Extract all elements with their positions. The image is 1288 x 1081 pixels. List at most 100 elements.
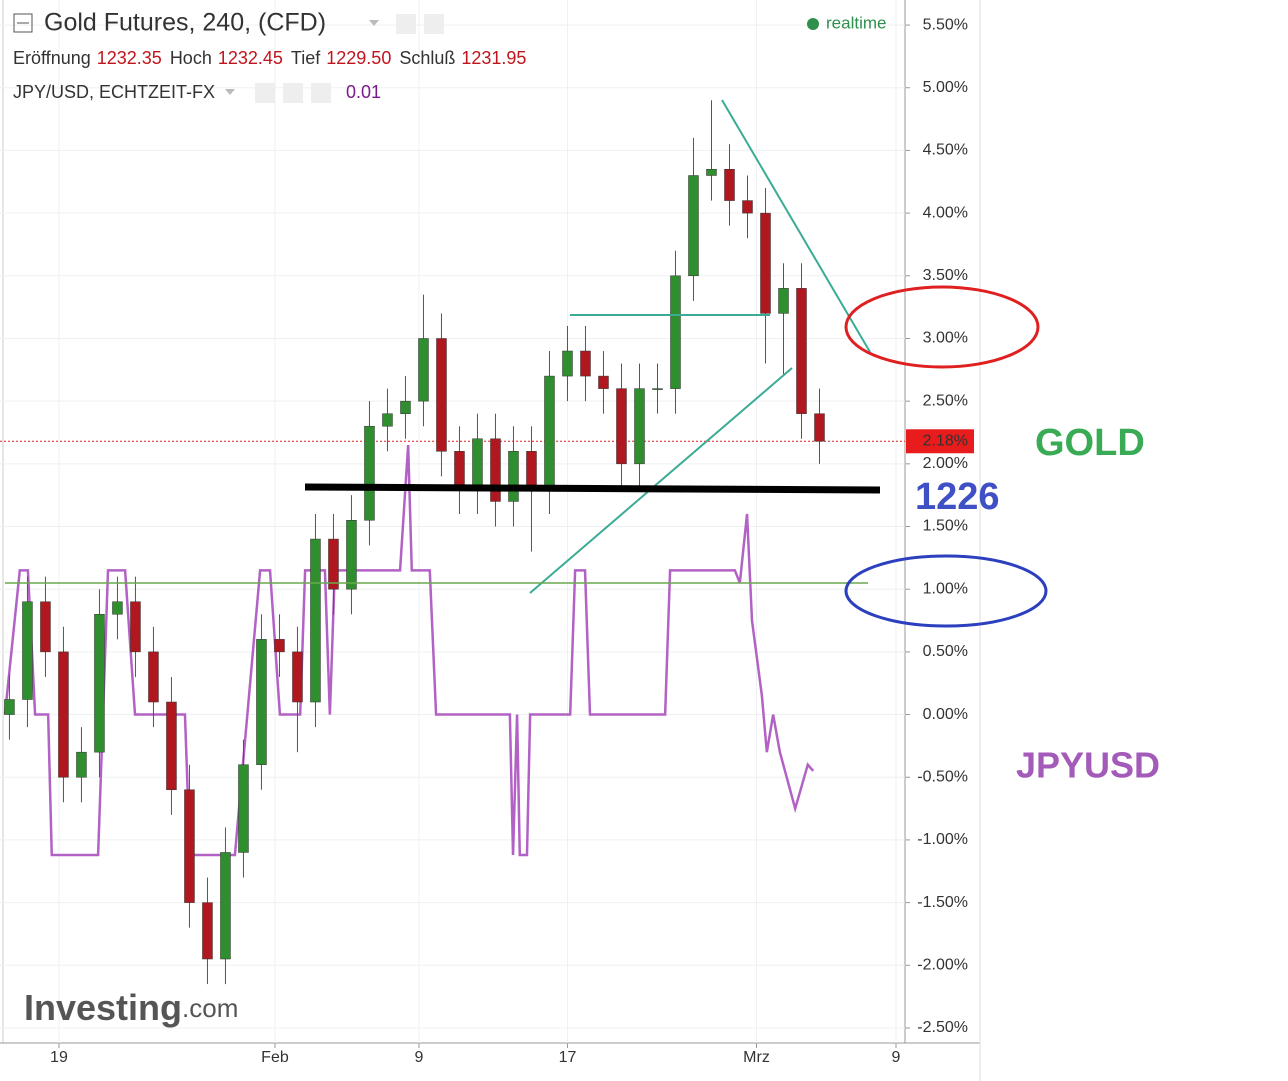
status-dot: [807, 18, 819, 30]
candle-body: [76, 751, 87, 778]
ohlc-label: Eröffnung: [13, 48, 91, 68]
candle-body: [634, 388, 645, 465]
candle-body: [58, 651, 69, 778]
icon-button[interactable]: [311, 83, 331, 103]
y-tick-label: 0.50%: [923, 643, 968, 660]
candle-body: [580, 350, 591, 377]
ohlc-value: 1232.35: [97, 48, 162, 68]
plot-background: [0, 0, 980, 1081]
ohlc-label: Schluß: [399, 48, 455, 68]
candle-body: [490, 438, 501, 502]
candle-body: [562, 350, 573, 377]
y-tick-label: -2.00%: [917, 956, 968, 973]
y-tick-label: 5.50%: [923, 16, 968, 33]
candle-body: [274, 639, 285, 653]
candle-body: [148, 651, 159, 703]
trend-line: [721, 99, 871, 353]
y-tick-label: -1.00%: [917, 831, 968, 848]
icon-button[interactable]: [424, 14, 444, 34]
candle-body: [310, 538, 321, 703]
candle-body: [130, 601, 141, 653]
y-tick-label: -2.50%: [917, 1019, 968, 1036]
watermark: Investing.com: [24, 987, 238, 1028]
candle-body: [166, 701, 177, 791]
candle-body: [814, 413, 825, 442]
candle-body: [292, 651, 303, 703]
candle-body: [742, 200, 753, 214]
y-tick-label: 3.00%: [923, 330, 968, 347]
candle-body: [346, 519, 357, 590]
ohlc-value: 1232.45: [218, 48, 283, 68]
candle-body: [652, 388, 663, 390]
candle-body: [472, 438, 483, 490]
ohlc-label: Tief: [291, 48, 321, 68]
status: realtime: [826, 13, 886, 32]
horizontal-line: [304, 483, 881, 494]
candle-body: [94, 614, 105, 753]
y-tick-label: 2.00%: [923, 455, 968, 472]
candle-body: [688, 175, 699, 277]
icon-button[interactable]: [255, 83, 275, 103]
candle-body: [4, 699, 15, 715]
legend-entry: JPY/USD, ECHTZEIT-FX: [13, 82, 215, 102]
candle-body: [112, 601, 123, 615]
y-tick-label: 1.50%: [923, 518, 968, 535]
x-tick-label: Feb: [261, 1049, 289, 1066]
trend-line: [529, 367, 793, 594]
collapse-icon[interactable]: [13, 13, 33, 33]
last-value-label: 2.18%: [923, 432, 968, 449]
candle-body: [526, 451, 537, 490]
candle-body: [724, 168, 735, 201]
annotation: 1226: [915, 476, 1000, 518]
candle-body: [184, 789, 195, 903]
y-tick-label: 0.00%: [923, 706, 968, 723]
candle-body: [238, 764, 249, 853]
watermark-text: Investing: [24, 987, 182, 1028]
candle-body: [400, 400, 411, 414]
last-value-box: [906, 429, 974, 454]
candle-body: [436, 338, 447, 452]
candle-body: [760, 212, 771, 314]
candle-body: [256, 639, 267, 765]
annotation: JPYUSD: [1016, 745, 1160, 786]
x-tick-label: 9: [415, 1049, 424, 1066]
candle-body: [616, 388, 627, 465]
ohlc-value: 1231.95: [461, 48, 526, 68]
x-tick-label: 9: [892, 1049, 901, 1066]
candle-body: [544, 375, 555, 490]
candle-body: [670, 275, 681, 389]
candle-body: [508, 451, 519, 502]
candle-body: [328, 538, 339, 590]
y-tick-label: 1.00%: [923, 580, 968, 597]
y-tick-label: 3.50%: [923, 267, 968, 284]
candle-body: [364, 425, 375, 521]
watermark-text: .com: [182, 993, 238, 1023]
chart-title: Gold Futures, 240, (CFD): [44, 9, 326, 37]
candle-body: [796, 288, 807, 414]
overlay-line: [3, 444, 815, 857]
annotation: GOLD: [1035, 422, 1145, 464]
candle-body: [40, 601, 51, 653]
y-tick-label: 2.50%: [923, 392, 968, 409]
dropdown-icon[interactable]: [369, 20, 379, 26]
candle-body: [22, 601, 33, 700]
icon-button[interactable]: [283, 83, 303, 103]
candle-body: [706, 168, 717, 176]
dropdown-icon[interactable]: [225, 89, 235, 95]
ohlc-info: Eröffnung 1232.35 Hoch 1232.45 Tief 1229.50 Sc…: [13, 48, 526, 68]
icon-button[interactable]: [396, 14, 416, 34]
x-tick-label: 17: [559, 1049, 577, 1066]
y-tick-label: 5.00%: [923, 79, 968, 96]
candle-body: [202, 902, 213, 960]
ellipse-marker: [844, 554, 1048, 628]
y-tick-label: -1.50%: [917, 894, 968, 911]
candle-body: [220, 852, 231, 960]
candle-body: [598, 375, 609, 389]
candle-body: [418, 338, 429, 402]
y-tick-label: 4.00%: [923, 204, 968, 221]
y-tick-label: -0.50%: [917, 768, 968, 785]
candle-body: [454, 451, 465, 490]
x-tick-label: Mrz: [743, 1049, 770, 1066]
